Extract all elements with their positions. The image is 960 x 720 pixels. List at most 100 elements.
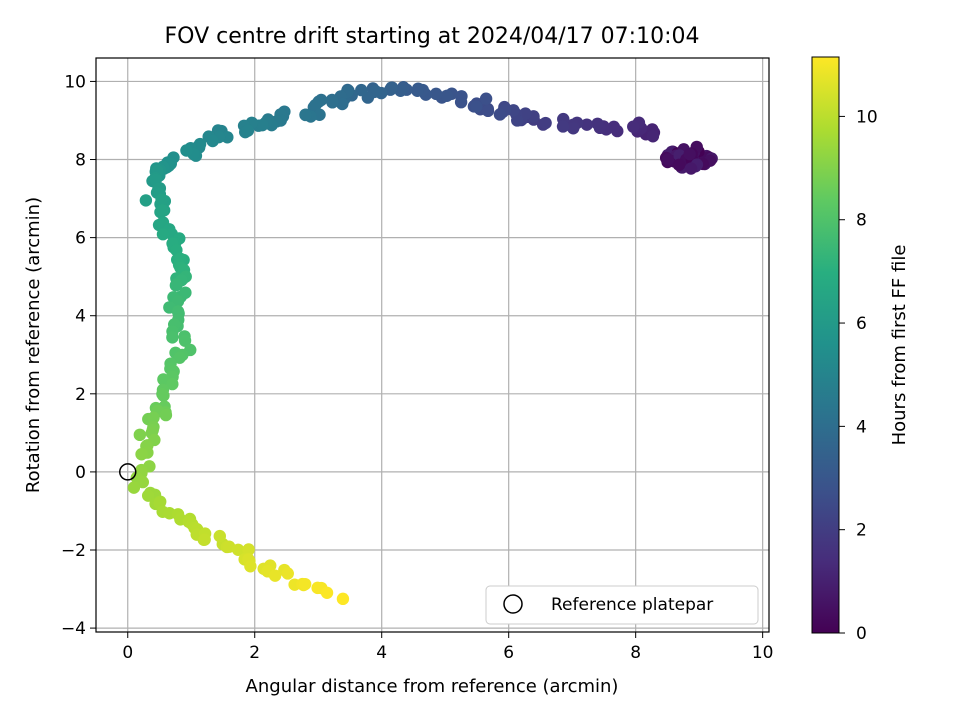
- grid: [96, 58, 769, 632]
- scatter-point: [156, 204, 169, 217]
- scatter-point: [299, 108, 312, 122]
- x-tick-label: 10: [752, 643, 774, 663]
- scatter-points: [127, 81, 718, 606]
- scatter-point: [481, 104, 495, 118]
- reference-point-marker: [118, 463, 137, 481]
- colorbar-tick-label: 6: [856, 314, 867, 334]
- scatter-point: [179, 286, 192, 299]
- legend: Reference platepar: [485, 585, 759, 625]
- scatter-point: [213, 529, 226, 543]
- y-axis-label: Rotation from reference (arcmin): [23, 197, 44, 493]
- scatter-point: [244, 560, 257, 573]
- y-tick-label: 6: [75, 229, 86, 249]
- scatter-point: [171, 295, 185, 308]
- colorbar: 0 2 4 6 8 10 Hours from first FF file: [811, 56, 910, 644]
- scatter-point: [440, 89, 454, 102]
- scatter-point: [242, 543, 255, 556]
- y-axis-ticks: −4 −2 0 2 4 6 8 10: [61, 72, 96, 639]
- scatter-point: [169, 279, 183, 292]
- scatter-point: [591, 117, 604, 130]
- scatter-point: [455, 90, 468, 103]
- scatter-point: [493, 108, 507, 121]
- scatter-point: [198, 533, 211, 546]
- scatter-point: [156, 228, 170, 241]
- scatter-point: [411, 84, 424, 97]
- x-tick-label: 0: [122, 643, 133, 663]
- scatter-point: [479, 92, 493, 105]
- scatter-point: [256, 118, 269, 132]
- scatter-point: [178, 334, 192, 347]
- y-tick-label: 8: [75, 151, 86, 171]
- colorbar-ticks: 0 2 4 6 8 10: [839, 107, 878, 644]
- scatter-point: [320, 586, 334, 599]
- x-axis-label: Angular distance from reference (arcmin): [246, 676, 619, 697]
- scatter-point: [166, 377, 179, 391]
- x-tick-label: 8: [630, 643, 641, 663]
- scatter-point: [241, 124, 255, 137]
- scatter-point: [627, 120, 640, 133]
- x-tick-label: 6: [503, 643, 514, 663]
- scatter-point: [646, 130, 660, 143]
- x-axis-ticks: 0 2 4 6 8 10: [122, 632, 773, 663]
- colorbar-tick-label: 4: [856, 417, 867, 437]
- scatter-point: [580, 118, 594, 131]
- scatter-point: [336, 97, 349, 111]
- scatter-point: [136, 475, 150, 489]
- scatter-point: [556, 120, 570, 133]
- colorbar-tick-label: 10: [856, 107, 878, 127]
- scatter-point: [127, 481, 141, 494]
- scatter-point: [166, 331, 179, 344]
- scatter-point: [683, 147, 696, 161]
- scatter-point: [326, 96, 339, 109]
- chart-title: FOV centre drift starting at 2024/04/17 …: [165, 24, 700, 49]
- scatter-point: [429, 87, 443, 101]
- scatter-point: [336, 592, 350, 606]
- colorbar-tick-label: 2: [856, 521, 867, 541]
- scatter-point: [385, 81, 398, 95]
- y-tick-label: 2: [75, 385, 86, 405]
- scatter-point: [511, 114, 524, 127]
- scatter-point: [133, 428, 147, 442]
- scatter-point: [141, 489, 155, 502]
- legend-label: Reference platepar: [551, 595, 713, 615]
- scatter-point: [147, 411, 160, 424]
- scatter-point: [159, 408, 173, 422]
- scatter-point: [268, 569, 282, 582]
- scatter-point: [298, 577, 312, 591]
- scatter-point: [684, 162, 698, 175]
- scatter-point: [155, 193, 168, 206]
- scatter-point: [157, 389, 170, 402]
- y-tick-label: 4: [75, 307, 86, 327]
- y-tick-label: −4: [61, 619, 86, 639]
- scatter-point: [311, 581, 324, 595]
- scatter-point: [661, 153, 675, 166]
- scatter-point: [231, 543, 245, 556]
- scatter-point: [309, 98, 322, 112]
- colorbar-tick-label: 0: [856, 624, 867, 644]
- plot-frame: [95, 57, 770, 633]
- scatter-point: [567, 122, 580, 135]
- scatter-point: [281, 567, 294, 580]
- scatter-point: [180, 144, 193, 157]
- scatter-point: [470, 100, 483, 113]
- colorbar-gradient: [811, 56, 840, 634]
- scatter-point: [173, 351, 186, 364]
- scatter-point: [206, 134, 219, 148]
- y-tick-label: 10: [64, 72, 86, 92]
- legend-box: [485, 585, 759, 625]
- scatter-point: [355, 83, 368, 97]
- colorbar-label: Hours from first FF file: [889, 245, 910, 446]
- colorbar-tick-label: 8: [856, 211, 867, 231]
- scatter-point: [193, 137, 207, 151]
- scatter-point: [139, 194, 153, 207]
- legend-marker-icon: [503, 594, 523, 614]
- y-tick-label: 0: [75, 463, 86, 483]
- x-tick-label: 2: [249, 643, 260, 663]
- scatter-point: [539, 116, 552, 130]
- scatter-point: [519, 107, 532, 120]
- x-tick-label: 4: [376, 643, 387, 663]
- scatter-point: [135, 448, 148, 461]
- scatter-point: [672, 158, 686, 172]
- y-tick-label: −2: [61, 541, 86, 561]
